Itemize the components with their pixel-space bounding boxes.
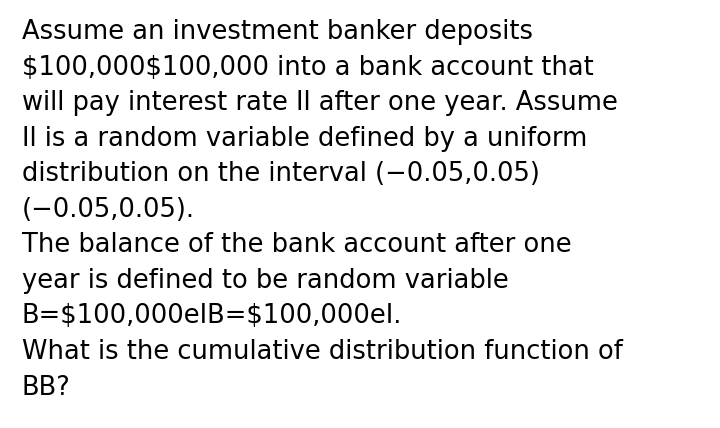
Text: distribution on the interval (−0.05,0.05): distribution on the interval (−0.05,0.05… xyxy=(22,161,539,187)
Text: Il is a random variable defined by a uniform: Il is a random variable defined by a uni… xyxy=(22,126,587,152)
Text: What is the cumulative distribution function of: What is the cumulative distribution func… xyxy=(22,339,623,365)
Text: B=\$100,000eIB=\$100,000eI.: B=\$100,000eIB=\$100,000eI. xyxy=(22,303,402,330)
Text: year is defined to be random variable: year is defined to be random variable xyxy=(22,268,508,294)
Text: Assume an investment banker deposits: Assume an investment banker deposits xyxy=(22,19,533,45)
Text: The balance of the bank account after one: The balance of the bank account after on… xyxy=(22,232,571,259)
Text: \$100,000\$100,000 into a bank account that: \$100,000\$100,000 into a bank account t… xyxy=(22,55,593,81)
Text: BB?: BB? xyxy=(22,374,71,401)
Text: (−0.05,0.05).: (−0.05,0.05). xyxy=(22,197,194,223)
Text: will pay interest rate Il after one year. Assume: will pay interest rate Il after one year… xyxy=(22,90,618,116)
